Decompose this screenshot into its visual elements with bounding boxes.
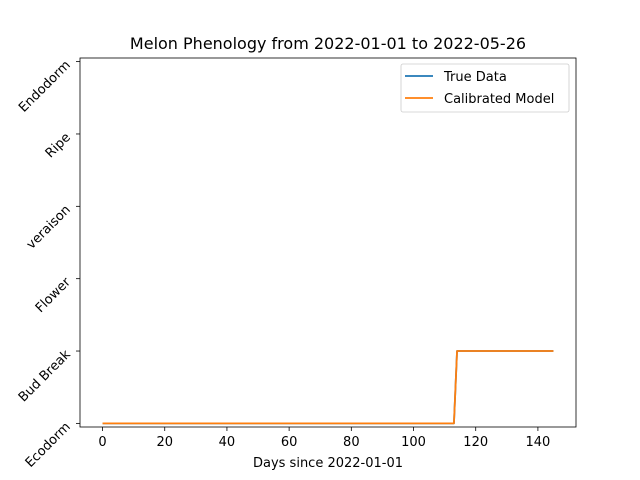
x-axis-label: Days since 2022-01-01 bbox=[253, 456, 403, 471]
y-tick-label: Bud Break bbox=[16, 347, 74, 405]
legend-label: True Data bbox=[443, 70, 507, 85]
chart-title: Melon Phenology from 2022-01-01 to 2022-… bbox=[130, 34, 526, 53]
x-tick-label: 60 bbox=[281, 435, 298, 450]
series-line-1 bbox=[102, 350, 554, 425]
legend-items: True Data Calibrated Model bbox=[405, 70, 554, 107]
series-layer bbox=[102, 350, 554, 425]
x-tick-label: 20 bbox=[156, 435, 173, 450]
y-tick-label: Flower bbox=[33, 274, 74, 315]
plot-border bbox=[79, 57, 577, 428]
y-tick-label: Endodorm bbox=[16, 58, 74, 116]
legend: True Data Calibrated Model bbox=[400, 63, 570, 113]
x-tick-label: 0 bbox=[98, 435, 106, 450]
y-axis-ticks: Ecodorm Bud Break Flower veraison Ripe Endodo… bbox=[16, 58, 80, 471]
y-tick-label: veraison bbox=[24, 203, 74, 253]
x-tick-label: 40 bbox=[219, 435, 236, 450]
x-tick-label: 100 bbox=[401, 435, 426, 450]
x-tick-label: 140 bbox=[525, 435, 550, 450]
plot-background bbox=[80, 58, 576, 427]
x-tick-label: 120 bbox=[463, 435, 488, 450]
plot-frame bbox=[80, 58, 576, 427]
x-tick-label: 80 bbox=[343, 435, 360, 450]
legend-box bbox=[400, 63, 570, 113]
legend-label: Calibrated Model bbox=[444, 92, 554, 107]
y-tick-label: Ripe bbox=[43, 130, 74, 161]
x-axis-ticks: 0 20 40 60 80 100 120 140 bbox=[98, 427, 550, 450]
y-tick-label: Ecodorm bbox=[23, 420, 74, 471]
